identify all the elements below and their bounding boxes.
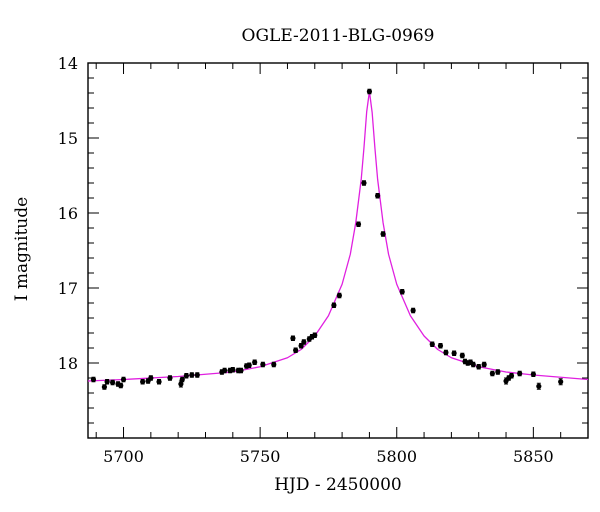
data-point: [293, 347, 299, 353]
data-point: [355, 221, 362, 227]
data-point: [222, 367, 228, 374]
y-tick-label: 15: [58, 129, 78, 148]
data-point: [331, 302, 337, 308]
data-point: [517, 370, 523, 377]
data-point: [536, 383, 542, 389]
data-point: [230, 367, 236, 373]
data-point: [246, 362, 252, 368]
data-point: [366, 88, 373, 95]
plot-frame: [87, 62, 589, 439]
data-point: [120, 376, 127, 383]
data-point: [178, 381, 184, 387]
data-point: [530, 371, 536, 377]
data-point: [443, 349, 449, 356]
y-tick-label: 17: [58, 279, 78, 298]
x-tick-label: 5800: [376, 447, 417, 466]
x-tick-label: 5700: [103, 447, 144, 466]
y-tick-label: 16: [58, 204, 78, 223]
data-point: [183, 373, 189, 379]
data-point: [271, 361, 277, 368]
data-point: [399, 289, 405, 295]
data-point: [375, 193, 381, 199]
data-point: [156, 379, 162, 385]
data-point: [252, 359, 258, 365]
data-point: [90, 376, 97, 383]
data-point: [361, 180, 367, 186]
data-point: [118, 382, 124, 389]
data-point: [476, 364, 482, 370]
data-point: [437, 343, 444, 349]
data-point: [558, 379, 564, 385]
chart-title: OGLE-2011-BLG-0969: [242, 26, 435, 46]
data-point: [301, 339, 307, 345]
data-point: [167, 375, 173, 381]
data-point: [140, 379, 146, 385]
data-point: [495, 369, 501, 375]
data-point: [189, 372, 195, 378]
y-tick-label: 14: [58, 54, 78, 73]
y-tick-label: 18: [58, 354, 78, 373]
data-point: [429, 341, 435, 347]
data-point: [380, 231, 386, 237]
data-point: [109, 379, 116, 386]
data-point: [194, 372, 200, 378]
data-point: [104, 379, 110, 385]
data-point: [481, 361, 487, 368]
data-point: [508, 373, 515, 379]
model-curve: [87, 90, 589, 382]
data-point: [459, 352, 465, 359]
data-point: [312, 332, 318, 338]
data-point: [410, 307, 416, 314]
data-point: [451, 350, 457, 356]
y-axis-label: I magnitude: [12, 197, 32, 301]
data-point: [470, 361, 476, 368]
data-point: [336, 292, 342, 299]
data-point: [238, 367, 244, 374]
x-axis-label: HJD - 2450000: [274, 475, 402, 495]
plot-area: 5700 5750 5800 5850 14 15 16 17 18: [58, 54, 589, 466]
x-tick-label: 5750: [240, 447, 281, 466]
data-point: [260, 361, 266, 368]
data-point: [148, 375, 154, 381]
x-tick-label: 5850: [513, 447, 554, 466]
data-point: [290, 335, 296, 341]
data-point: [101, 384, 107, 390]
data-point: [489, 370, 495, 377]
data-point: [179, 376, 185, 383]
